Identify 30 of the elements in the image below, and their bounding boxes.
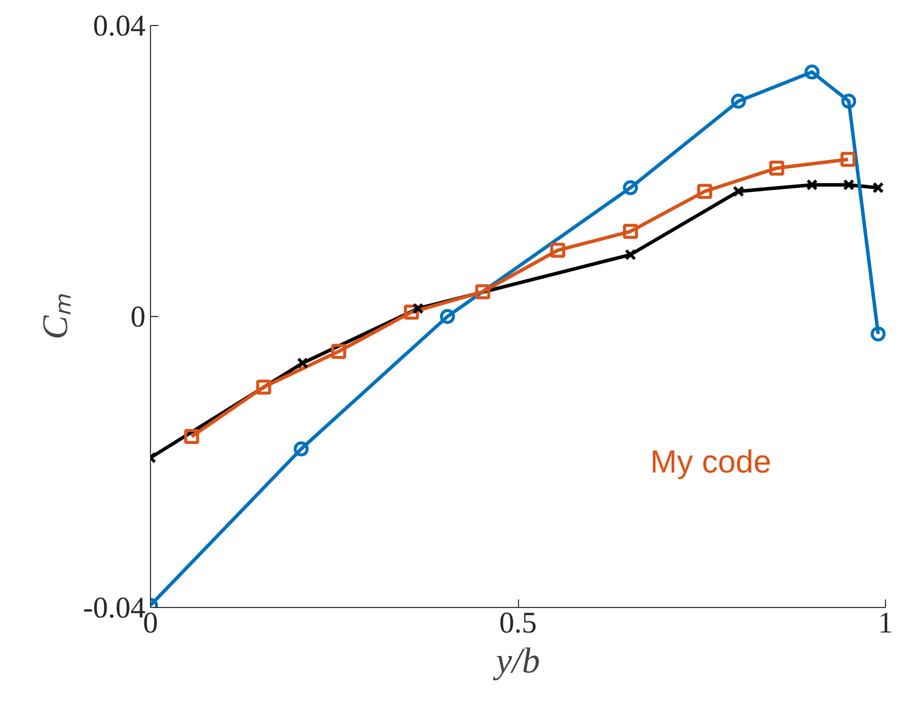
point <box>843 179 854 191</box>
point <box>296 357 308 369</box>
point <box>624 248 636 260</box>
point <box>731 94 746 109</box>
point <box>806 179 818 191</box>
point <box>550 242 566 258</box>
point <box>697 184 712 199</box>
point <box>440 309 455 324</box>
y-tick-label: 0 <box>130 300 146 334</box>
x-axis-title: y/b <box>493 640 540 680</box>
point <box>412 302 424 314</box>
point <box>184 429 200 444</box>
point <box>841 94 856 109</box>
point <box>331 344 346 359</box>
point <box>256 380 272 395</box>
point <box>622 224 638 239</box>
y-tick-label: 0.04 <box>93 10 146 42</box>
point <box>294 441 309 456</box>
point <box>732 186 744 198</box>
point <box>804 64 820 80</box>
point <box>769 160 784 176</box>
point <box>870 326 886 342</box>
point <box>622 180 638 196</box>
x-tick-label: 0.5 <box>499 606 537 640</box>
point <box>475 284 490 300</box>
point <box>872 182 884 194</box>
text: My code <box>650 443 772 480</box>
x-tick-label: 1 <box>878 606 893 640</box>
y-axis-title: Cₘ <box>35 293 76 340</box>
point <box>840 152 856 167</box>
